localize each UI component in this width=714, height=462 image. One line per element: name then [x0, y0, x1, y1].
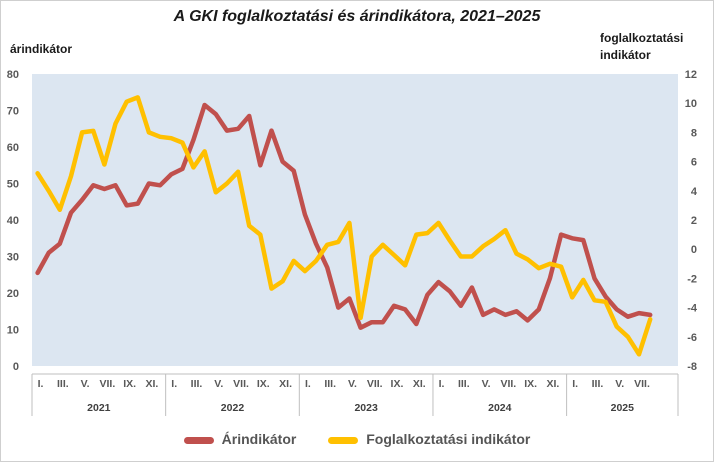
chart-title: A GKI foglalkoztatási és árindikátora, 2… — [173, 8, 541, 25]
x-month-tick-label: XI. — [146, 378, 159, 390]
x-month-tick-label: V. — [348, 378, 357, 390]
y-right-tick-label: -6 — [687, 332, 697, 344]
y-right-tick-label: -4 — [687, 303, 698, 315]
x-month-tick-label: I. — [572, 378, 578, 390]
y-left-tick-label: 20 — [7, 288, 19, 300]
y-right-tick-label: 6 — [691, 157, 697, 169]
y-right-tick-label: -2 — [687, 273, 697, 285]
y-left-tick-label: 50 — [7, 179, 19, 191]
x-month-tick-label: IX. — [524, 378, 537, 390]
y-left-tick-label: 80 — [7, 69, 19, 81]
x-month-tick-label: V. — [214, 378, 223, 390]
x-month-tick-label: XI. — [279, 378, 292, 390]
plot-area — [32, 74, 678, 366]
x-month-tick-label: V. — [615, 378, 624, 390]
legend-item-employment: Foglalkoztatási indikátor — [328, 431, 530, 447]
x-month-tick-label: VII. — [634, 378, 650, 390]
legend-item-price: Árindikátor — [183, 431, 297, 448]
x-month-tick-label: XI. — [413, 378, 426, 390]
legend-label-employment: Foglalkoztatási indikátor — [366, 431, 531, 448]
x-month-tick-label: XI. — [546, 378, 559, 390]
x-year-label: 2022 — [221, 402, 245, 414]
x-month-tick-label: III. — [324, 378, 336, 390]
y-right-tick-label: 10 — [685, 98, 697, 110]
x-year-label: 2023 — [354, 402, 378, 414]
x-month-tick-label: V. — [81, 378, 90, 390]
x-month-tick-label: VII. — [100, 378, 116, 390]
x-year-label: 2024 — [488, 402, 512, 414]
legend: Árindikátor Foglalkoztatási indikátor — [0, 430, 714, 447]
legend-swatch-employment — [328, 437, 359, 445]
y-left-tick-label: 70 — [7, 106, 19, 118]
x-month-tick-label: IX. — [391, 378, 404, 390]
y-right-tick-label: 12 — [685, 69, 697, 81]
x-month-tick-label: VII. — [233, 378, 249, 390]
y-right-tick-label: 4 — [691, 186, 698, 198]
y-left-tick-label: 40 — [7, 215, 19, 227]
legend-label-price: Árindikátor — [221, 431, 297, 448]
legend-swatch-price — [183, 437, 214, 445]
x-month-tick-label: IX. — [123, 378, 136, 390]
x-month-tick-label: I. — [38, 378, 44, 390]
x-month-tick-label: VII. — [500, 378, 516, 390]
y-left-tick-label: 30 — [7, 252, 19, 264]
x-month-tick-label: I. — [439, 378, 445, 390]
x-month-tick-label: VII. — [367, 378, 383, 390]
y-right-tick-label: 8 — [691, 127, 697, 139]
y-right-tick-label: 2 — [691, 215, 697, 227]
x-month-tick-label: IX. — [257, 378, 270, 390]
x-year-label: 2021 — [87, 402, 111, 414]
x-month-tick-label: III. — [57, 378, 69, 390]
y-axis-right-label: foglalkoztatási indikátor — [600, 31, 684, 62]
x-year-label: 2025 — [611, 402, 635, 414]
series-line-price-indicator — [35, 102, 653, 330]
y-axis-left-label: árindikátor — [10, 42, 73, 56]
x-month-tick-label: V. — [482, 378, 491, 390]
x-month-tick-label: III. — [458, 378, 470, 390]
y-right-tick-label: 0 — [691, 244, 697, 256]
y-left-tick-label: 10 — [7, 325, 19, 337]
x-month-tick-label: I. — [305, 378, 311, 390]
y-left-tick-label: 60 — [7, 142, 19, 154]
y-right-tick-label: -8 — [687, 361, 697, 373]
series-line-employment-indicator — [35, 95, 653, 357]
y-left-tick-label: 0 — [13, 361, 19, 373]
x-month-tick-label: I. — [171, 378, 177, 390]
x-month-tick-label: III. — [191, 378, 203, 390]
x-month-tick-label: III. — [592, 378, 604, 390]
